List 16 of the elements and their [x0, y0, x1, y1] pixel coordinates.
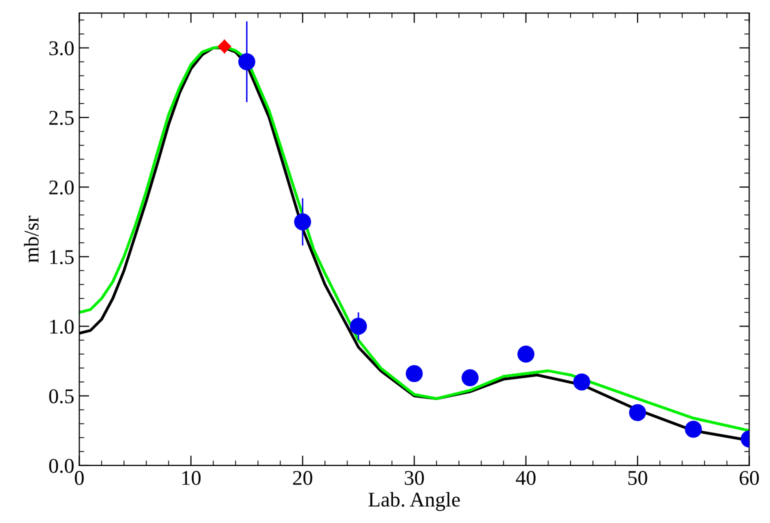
x-tick-label: 60: [740, 470, 759, 485]
x-tick-label: 40: [516, 470, 536, 485]
x-axis-title: Lab. Angle: [368, 492, 460, 511]
y-tick-label: 1.5: [50, 250, 74, 264]
y-tick-label: 2.5: [49, 110, 74, 125]
x-tick-label: 0: [74, 470, 84, 485]
x-tick-label: 50: [628, 470, 648, 485]
y-axis-title: mb/sr: [24, 216, 39, 263]
x-tick-label: 30: [404, 470, 424, 485]
x-tick-label: 20: [293, 470, 312, 485]
y-tick-label: 0.0: [49, 458, 74, 473]
y-tick-label: 1.0: [50, 320, 74, 334]
y-tick-label: 2.0: [49, 180, 74, 195]
x-tick-label: 10: [182, 470, 201, 485]
y-tick-label: 3.0: [49, 41, 74, 56]
y-tick-label: 0.5: [49, 389, 74, 404]
